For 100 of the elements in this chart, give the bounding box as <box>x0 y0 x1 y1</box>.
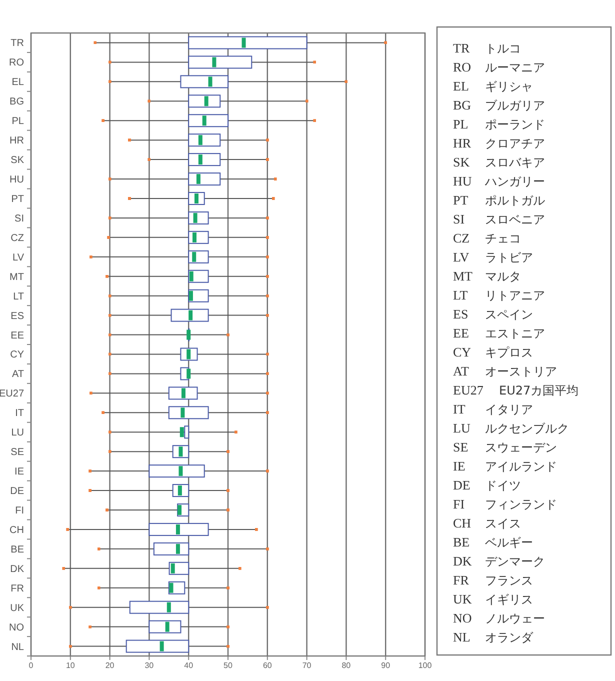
y-tick-label: AT <box>12 369 24 380</box>
x-tick-label: 20 <box>105 661 115 670</box>
x-tick-label: 10 <box>66 661 76 670</box>
text: IE <box>453 458 466 474</box>
text: エストニア <box>485 326 545 340</box>
y-tick-label: RO <box>9 58 24 69</box>
text: BE <box>453 534 470 550</box>
y-tick-label: SI <box>14 213 24 224</box>
text: オーストリア <box>485 364 557 378</box>
text: LT <box>453 288 468 302</box>
text: キプロス <box>485 346 533 360</box>
text: フィンランド <box>485 498 557 512</box>
y-tick-label: UK <box>10 602 24 614</box>
y-tick-label: LV <box>12 252 24 264</box>
y-tick-label: EL <box>12 77 24 88</box>
text: チェコ <box>485 232 521 246</box>
text: MT <box>453 268 473 284</box>
x-tick-label: 100 <box>418 661 432 670</box>
text: クロアチア <box>485 136 545 150</box>
y-tick-label: MT <box>10 272 24 283</box>
y-tick-label: FI <box>15 505 24 516</box>
text: ギリシャ <box>485 80 533 94</box>
text: PT <box>453 192 468 208</box>
y-tick-label: LU <box>11 428 24 439</box>
text: ルクセンブルク <box>485 422 569 436</box>
y-tick-label: IE <box>14 466 24 478</box>
y-tick-label: BE <box>10 544 24 556</box>
x-tick-label: 70 <box>302 661 312 670</box>
y-tick-label: PL <box>12 116 24 128</box>
text: ブルガリア <box>485 98 545 112</box>
text: トルコ <box>485 42 521 56</box>
y-tick-label: EE <box>10 330 24 342</box>
text: LU <box>453 420 471 436</box>
y-tick-label: HU <box>10 174 24 186</box>
y-tick-label: DE <box>10 486 24 498</box>
text: リトアニア <box>485 288 545 302</box>
y-tick-label: TR <box>10 38 24 50</box>
text: PL <box>453 116 468 132</box>
y-tick-label: EU27 <box>0 388 24 400</box>
y-tick-label: LT <box>13 291 24 302</box>
y-tick-label: NL <box>11 642 24 653</box>
text: マルタ <box>485 270 521 284</box>
x-tick-label: 80 <box>342 661 352 670</box>
text: UK <box>453 592 472 606</box>
text: イギリス <box>485 592 533 606</box>
text: DK <box>453 554 472 568</box>
text: SE <box>453 440 468 454</box>
y-tick-label: SE <box>10 447 24 458</box>
text: ノルウェー <box>485 612 545 626</box>
x-tick-label: 40 <box>184 661 194 670</box>
text: スイス <box>485 516 521 530</box>
y-tick-label: CZ <box>10 232 24 244</box>
text: NO <box>453 610 472 626</box>
text: BG <box>453 98 472 112</box>
y-tick-label: BG <box>10 96 24 108</box>
text: HR <box>453 136 472 150</box>
text: アイルランド <box>485 460 557 474</box>
y-tick-label: NO <box>9 622 24 634</box>
y-tick-label: SK <box>10 155 24 166</box>
y-tick-label: DK <box>10 564 24 575</box>
text: RO <box>453 60 472 74</box>
text: LV <box>453 250 470 264</box>
text: デンマーク <box>485 554 545 568</box>
text: スロベニア <box>485 212 545 226</box>
text: ポルトガル <box>485 194 545 208</box>
text: スペイン <box>485 308 533 322</box>
x-tick-label: 60 <box>262 661 272 670</box>
text: オランダ <box>485 630 534 644</box>
text: EE <box>453 326 469 340</box>
text: スロバキア <box>485 156 545 170</box>
text: EU27 <box>453 382 484 398</box>
y-tick-label: CY <box>10 350 24 361</box>
text: ポーランド <box>485 118 545 132</box>
y-tick-label: FR <box>10 583 24 594</box>
text: ベルギー <box>485 536 533 550</box>
x-tick-label: 30 <box>144 661 154 670</box>
y-tick-label: HR <box>10 136 24 147</box>
text: FI <box>453 496 465 512</box>
text: SK <box>453 154 470 170</box>
text: ドイツ <box>485 478 521 492</box>
x-tick-label: 90 <box>381 661 391 670</box>
text: SI <box>453 212 465 226</box>
text: AT <box>453 364 469 378</box>
text: TR <box>453 40 470 56</box>
text: イタリア <box>485 402 533 416</box>
text: FR <box>453 572 470 588</box>
text: ハンガリー <box>484 174 545 188</box>
text: HU <box>453 174 472 188</box>
text: ラトビア <box>485 250 533 264</box>
text: ルーマニア <box>485 60 545 74</box>
text: IT <box>453 402 466 416</box>
y-tick-label: ES <box>10 310 24 322</box>
x-tick-label: 0 <box>28 661 34 670</box>
text: CZ <box>453 230 470 246</box>
text: フランス <box>485 574 533 588</box>
x-tick-label: 50 <box>224 661 233 670</box>
text: ES <box>453 306 468 322</box>
text: スウェーデン <box>485 440 557 454</box>
y-tick-label: IT <box>15 408 24 420</box>
text: CH <box>453 516 472 530</box>
